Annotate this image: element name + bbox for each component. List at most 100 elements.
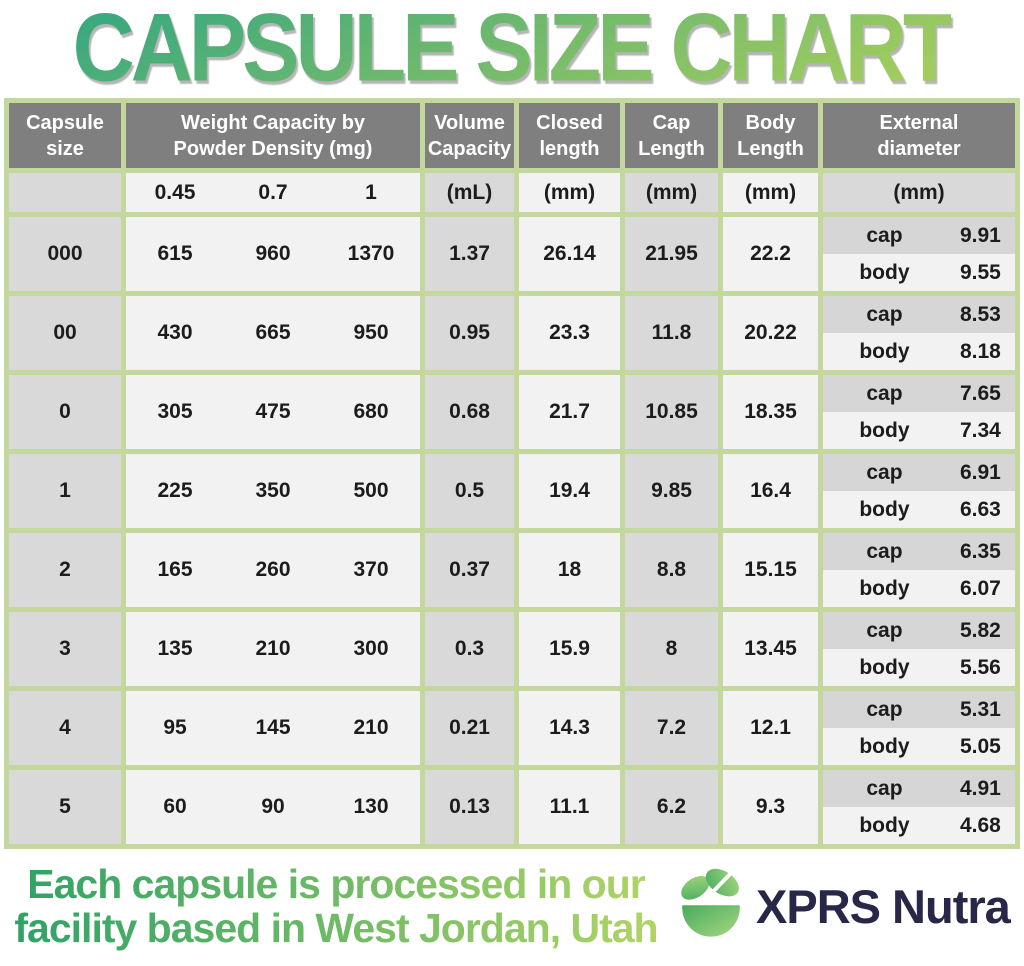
footer-tagline-line2: facility based in West Jordan, Utah [14, 904, 658, 951]
weight-density-045-value: 135 [157, 637, 193, 660]
col-header-external-diameter: External diameter [823, 103, 1015, 168]
weight-density-045-value: 305 [157, 400, 193, 423]
external-diameter-body-row: body 6.07 [823, 570, 1015, 607]
capsule-size-cell: 4 [9, 691, 121, 765]
units-densities: 0.45 0.7 1 [126, 173, 420, 212]
weight-density-045-value: 615 [157, 242, 193, 265]
body-header-line2: Length [737, 137, 804, 160]
external-diameter-cell: cap 4.91 body 4.68 [823, 770, 1015, 844]
body-label: body [859, 813, 910, 837]
capsule-size-cell: 3 [9, 612, 121, 686]
external-diameter-cap-row: cap 7.65 [823, 375, 1015, 412]
external-diameter-cell: cap 6.35 body 6.07 [823, 533, 1015, 607]
external-diameter-cap-row: cap 8.53 [823, 296, 1015, 333]
weight-density-1-value: 370 [353, 558, 389, 581]
cap-length-cell: 8 [625, 612, 718, 686]
col-header-weight-capacity: Weight Capacity by Powder Density (mg) [126, 103, 420, 168]
external-diameter-cap-row: cap 5.82 [823, 612, 1015, 649]
weight-capacity-cell: 430 665 950 [126, 296, 420, 370]
weight-density-1-value: 500 [353, 479, 389, 502]
body-length-cell: 9.3 [723, 770, 818, 844]
cap-diameter-value: 6.91 [959, 460, 1001, 484]
external-diameter-cell: cap 5.31 body 5.05 [823, 691, 1015, 765]
cap-label: cap [866, 381, 903, 405]
closed-length-cell: 26.14 [519, 217, 620, 291]
closed-length-cell: 18 [519, 533, 620, 607]
body-length-cell: 12.1 [723, 691, 818, 765]
weight-density-1-value: 210 [353, 716, 389, 739]
volume-capacity-cell: 0.68 [425, 375, 514, 449]
closed-length-cell: 15.9 [519, 612, 620, 686]
cap-label: cap [866, 223, 903, 247]
weight-density-1-value: 950 [353, 321, 389, 344]
cap-diameter-value: 5.82 [959, 618, 1001, 642]
external-diameter-body-row: body 6.63 [823, 491, 1015, 528]
body-label: body [859, 497, 910, 521]
cap-diameter-value: 4.91 [959, 776, 1001, 800]
weight-density-07-value: 210 [255, 637, 291, 660]
external-diameter-body-row: body 9.55 [823, 254, 1015, 291]
weight-density-1-value: 130 [353, 795, 389, 818]
units-external-diameter: (mm) [823, 173, 1015, 212]
external-diameter-body-row: body 8.18 [823, 333, 1015, 370]
body-length-cell: 22.2 [723, 217, 818, 291]
external-diameter-body-row: body 5.56 [823, 649, 1015, 686]
cap-length-cell: 8.8 [625, 533, 718, 607]
volume-capacity-cell: 0.21 [425, 691, 514, 765]
weight-density-045-value: 225 [157, 479, 193, 502]
col-header-closed-length: Closed length [519, 103, 620, 168]
body-label: body [859, 734, 910, 758]
volume-header-line1: Volume [434, 111, 505, 134]
cap-length-cell: 11.8 [625, 296, 718, 370]
weight-density-045-value: 95 [163, 716, 187, 739]
closed-length-cell: 23.3 [519, 296, 620, 370]
body-diameter-value: 5.05 [959, 734, 1001, 758]
capsule-size-cell: 000 [9, 217, 121, 291]
density-045: 0.45 [154, 180, 196, 204]
cap-label: cap [866, 539, 903, 563]
external-diameter-cap-row: cap 5.31 [823, 691, 1015, 728]
body-diameter-value: 8.18 [959, 339, 1001, 363]
weight-capacity-cell: 60 90 130 [126, 770, 420, 844]
title-bar: CAPSULE SIZE CHART [0, 0, 1024, 96]
units-cap-length: (mm) [625, 173, 718, 212]
external-diameter-cap-row: cap 4.91 [823, 770, 1015, 807]
closed-length-cell: 19.4 [519, 454, 620, 528]
col-header-cap-length: Cap Length [625, 103, 718, 168]
weight-density-1-value: 1370 [347, 242, 395, 265]
capsule-size-cell: 5 [9, 770, 121, 844]
external-header-line1: External [879, 111, 959, 134]
external-diameter-body-row: body 4.68 [823, 807, 1015, 844]
footer: Each capsule is processed in our facilit… [0, 863, 1024, 951]
closed-header-line1: Closed [536, 111, 603, 134]
body-diameter-value: 5.56 [959, 655, 1001, 679]
body-length-cell: 15.15 [723, 533, 818, 607]
weight-density-1-value: 680 [353, 400, 389, 423]
body-label: body [859, 339, 910, 363]
body-diameter-value: 6.63 [959, 497, 1001, 521]
units-closed-length: (mm) [519, 173, 620, 212]
cap-label: cap [866, 460, 903, 484]
cap-diameter-value: 9.91 [959, 223, 1001, 247]
weight-density-07-value: 960 [255, 242, 291, 265]
external-diameter-cell: cap 6.91 body 6.63 [823, 454, 1015, 528]
weight-density-07-value: 260 [255, 558, 291, 581]
cap-length-cell: 6.2 [625, 770, 718, 844]
cap-length-cell: 9.85 [625, 454, 718, 528]
cap-length-cell: 7.2 [625, 691, 718, 765]
footer-tagline-line1: Each capsule is processed in our [27, 861, 645, 907]
closed-length-cell: 14.3 [519, 691, 620, 765]
body-label: body [859, 576, 910, 600]
col-header-capsule-size: Capsule size [9, 103, 121, 168]
body-label: body [859, 418, 910, 442]
weight-density-07-value: 665 [255, 321, 291, 344]
external-diameter-cap-row: cap 9.91 [823, 217, 1015, 254]
external-diameter-cell: cap 9.91 body 9.55 [823, 217, 1015, 291]
weight-capacity-cell: 165 260 370 [126, 533, 420, 607]
cap-label: cap [866, 618, 903, 642]
capsule-size-table: Capsule size Weight Capacity by Powder D… [4, 98, 1020, 849]
external-diameter-cell: cap 8.53 body 8.18 [823, 296, 1015, 370]
page-title: CAPSULE SIZE CHART [72, 0, 956, 102]
density-1: 1 [365, 180, 377, 204]
external-diameter-body-row: body 5.05 [823, 728, 1015, 765]
